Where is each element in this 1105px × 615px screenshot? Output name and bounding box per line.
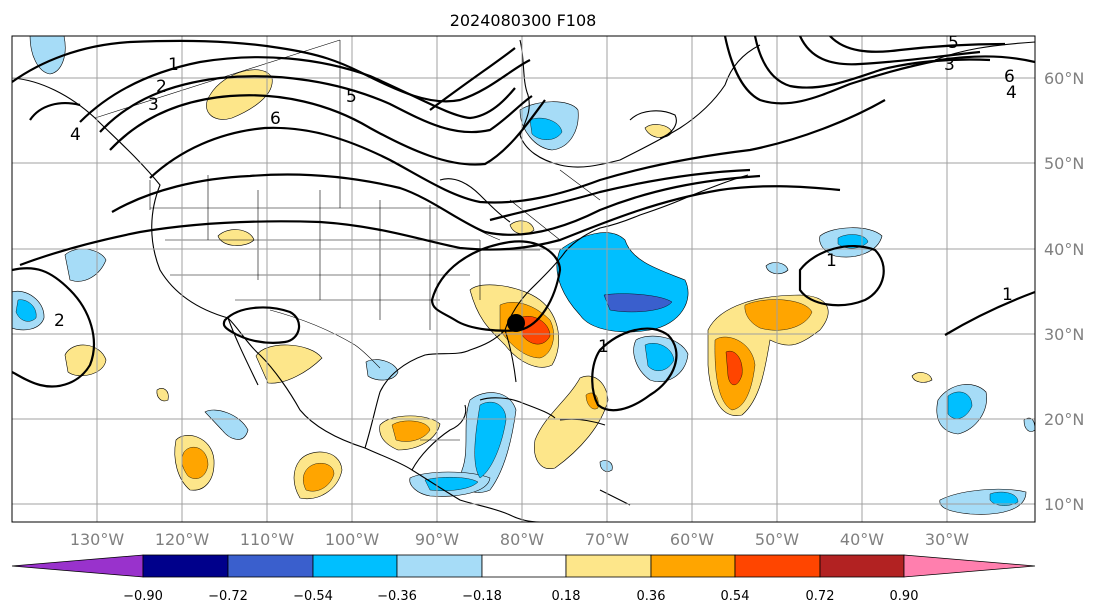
contour-lines <box>12 36 1035 412</box>
lat-label-50n: 50°N <box>1044 154 1084 173</box>
political-boundaries <box>94 39 601 441</box>
lat-label-10n: 10°N <box>1044 495 1084 514</box>
contour-label-1-atlantic: 1 <box>598 337 609 357</box>
colorbar-extend-high <box>903 554 1036 578</box>
lat-label-20n: 20°N <box>1044 410 1084 429</box>
colorbar-tick-1: −0.90 <box>123 589 163 604</box>
contour-label-5-ne: 5 <box>948 33 959 53</box>
colorbar-tick-8: 0.54 <box>721 589 750 604</box>
lon-label-50w: 50°W <box>755 530 799 549</box>
colorbar-bin-8 <box>734 554 821 578</box>
contour-label-1: 1 <box>168 55 179 75</box>
latitude-axis: 60°N 50°N 40°N 30°N 20°N 10°N <box>1044 69 1084 514</box>
lat-label-30n: 30°N <box>1044 325 1084 344</box>
lon-label-40w: 40°W <box>840 530 884 549</box>
colorbar <box>11 554 1036 578</box>
colorbar-bin-5 <box>481 554 567 578</box>
longitude-axis: 130°W 120°W 110°W 100°W 90°W 80°W 70°W 6… <box>70 530 969 549</box>
lon-label-60w: 60°W <box>670 530 714 549</box>
colorbar-bin-3 <box>312 554 398 578</box>
colorbar-tick-2: −0.72 <box>208 589 248 604</box>
lon-label-120w: 120°W <box>155 530 210 549</box>
contour-label-4-ne: 4 <box>1006 83 1017 103</box>
red-anomaly-shading <box>519 316 743 386</box>
colorbar-tick-5: −0.18 <box>462 589 502 604</box>
colorbar-bin-9 <box>819 554 905 578</box>
contour-label-6-ne: 6 <box>1004 67 1015 87</box>
graticule <box>12 36 1035 522</box>
lat-label-40n: 40°N <box>1044 240 1084 259</box>
colorbar-tick-7: 0.36 <box>637 589 666 604</box>
contour-label-1-east: 1 <box>826 251 837 271</box>
lat-label-60n: 60°N <box>1044 69 1084 88</box>
contour-label-5: 5 <box>346 87 357 107</box>
colorbar-tick-10: 0.90 <box>890 589 919 604</box>
colorbar-bin-2 <box>227 554 314 578</box>
lon-label-30w: 30°W <box>925 530 969 549</box>
contour-label-2: 2 <box>156 77 167 97</box>
lon-label-130w: 130°W <box>70 530 125 549</box>
map-title: 2024080300 F108 <box>450 11 597 30</box>
lon-label-70w: 70°W <box>585 530 629 549</box>
contour-label-6: 6 <box>270 109 281 129</box>
colorbar-tick-3: −0.54 <box>293 589 333 604</box>
colorbar-bin-4 <box>396 554 483 578</box>
colorbar-extend-low <box>11 554 144 578</box>
colorbar-tick-6: 0.18 <box>552 589 581 604</box>
storm-center-marker <box>507 314 525 332</box>
lon-label-90w: 90°W <box>415 530 459 549</box>
colorbar-bin-7 <box>650 554 736 578</box>
contour-label-1-far-east: 1 <box>1002 285 1013 305</box>
contour-label-3: 3 <box>148 95 159 115</box>
strong-negative-shading <box>15 117 1019 506</box>
lon-label-100w: 100°W <box>325 530 380 549</box>
colorbar-ticks: −0.90 −0.72 −0.54 −0.36 −0.18 0.18 0.36 … <box>123 589 918 604</box>
colorbar-tick-9: 0.72 <box>806 589 835 604</box>
colorbar-tick-4: −0.36 <box>377 589 417 604</box>
map-border <box>11 35 1036 523</box>
colorbar-bin-6 <box>565 554 652 578</box>
lon-label-110w: 110°W <box>240 530 295 549</box>
contour-label-2-west: 2 <box>54 311 65 331</box>
colorbar-bin-1 <box>142 554 229 578</box>
contour-label-4: 4 <box>70 125 81 145</box>
contour-label-group: 1 2 3 6 5 4 2 1 1 1 3 6 4 5 <box>54 33 1017 357</box>
contour-label-3-ne: 3 <box>944 55 955 75</box>
lon-label-80w: 80°W <box>500 530 544 549</box>
